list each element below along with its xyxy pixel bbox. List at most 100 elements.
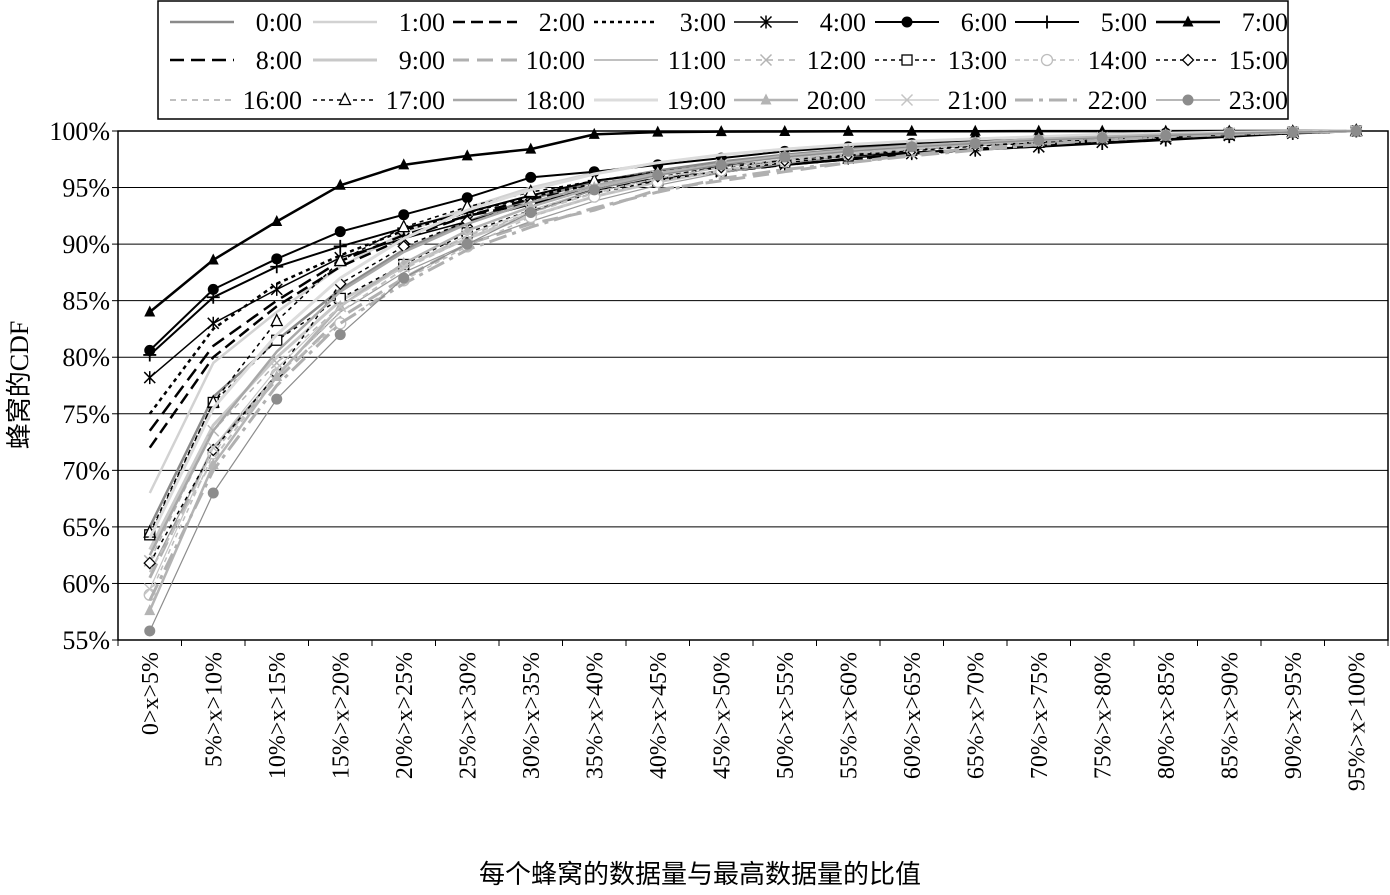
series-5-00-point xyxy=(333,239,347,253)
legend-item-11-00: 11:00 xyxy=(594,46,726,75)
series-23-00-point xyxy=(1350,125,1362,137)
y-tick-label: 100% xyxy=(49,117,110,146)
legend-item-12-00-label: 12:00 xyxy=(807,46,866,75)
legend-item-14-00-label: 14:00 xyxy=(1088,46,1147,75)
plot-area xyxy=(117,130,1389,641)
legend-item-6-00-label: 6:00 xyxy=(961,8,1007,37)
series-23-00-point xyxy=(1096,132,1108,144)
x-tick-label: 55%>x>60% xyxy=(836,652,862,779)
legend-item-6-00: 6:00 xyxy=(875,8,1007,37)
series-17-00-point xyxy=(270,313,284,327)
series-23-00-line xyxy=(149,130,1357,632)
legend-item-23-00-label: 23:00 xyxy=(1229,86,1288,115)
x-tick-label: 45%>x>50% xyxy=(709,652,735,779)
series-7-00-point xyxy=(652,125,664,137)
legend-item-23-00: 23:00 xyxy=(1156,86,1288,115)
series-10-00-line xyxy=(148,129,1357,579)
y-tick-label: 85% xyxy=(62,287,110,316)
legend-item-16-00-label: 16:00 xyxy=(243,86,302,115)
x-tick-label: 0>x>5% xyxy=(138,652,164,735)
series-23-00-point xyxy=(461,238,473,250)
legend-item-15-00: 15:00 xyxy=(1156,46,1288,75)
legend-item-17-00: 17:00 xyxy=(313,86,445,115)
legend-item-4-00: 4:00 xyxy=(734,8,866,37)
legend-item-10-00-label: 10:00 xyxy=(526,46,585,75)
series-4-00-point xyxy=(207,316,220,330)
legend-item-20-00: 20:00 xyxy=(734,86,866,115)
series-23-00-point xyxy=(271,393,283,405)
series-23-00-point xyxy=(842,145,854,157)
series-23-00-point xyxy=(1033,134,1045,146)
y-tick-label: 75% xyxy=(62,400,110,429)
legend-item-21-00-label: 21:00 xyxy=(948,86,1007,115)
legend-item-6-00-marker xyxy=(901,16,913,28)
x-tick-label: 10%>x>15% xyxy=(265,652,291,779)
series-7-00-point xyxy=(398,158,410,170)
series-19-00-line xyxy=(148,129,1357,539)
x-tick-label: 15%>x>20% xyxy=(328,652,354,779)
legend: 0:00 1:00 2:00 3:00 4:00 6:00 5:00 7:00 8:00 9:00… xyxy=(157,0,1289,120)
x-axis-label: 每个蜂窝的数据量与最高数据量的比值 xyxy=(479,860,921,889)
series-23-00-point xyxy=(588,184,600,196)
series-23-00-point xyxy=(969,137,981,149)
series-23-00-point xyxy=(1223,127,1235,139)
series-19-00 xyxy=(148,129,1357,539)
legend-item-2-00: 2:00 xyxy=(453,8,585,37)
x-tick-label: 85%>x>90% xyxy=(1217,652,1243,779)
series-23-00-point xyxy=(1160,130,1172,142)
legend-item-21-00-marker xyxy=(900,93,914,107)
legend-item-9-00: 9:00 xyxy=(313,46,445,75)
x-tick-label: 35%>x>40% xyxy=(582,652,608,779)
legend-item-10-00: 10:00 xyxy=(453,46,585,75)
legend-item-22-00-label: 22:00 xyxy=(1088,86,1147,115)
series-5-00-point xyxy=(143,348,157,362)
series-23-00-point xyxy=(1287,126,1299,138)
series-7-00-point xyxy=(271,214,283,226)
legend-item-3-00: 3:00 xyxy=(594,8,726,37)
series-21-00-point xyxy=(334,300,347,313)
series-6-00-point xyxy=(271,253,283,265)
series-lines xyxy=(143,123,1363,637)
series-6-00-point xyxy=(525,171,537,183)
legend-item-9-00-label: 9:00 xyxy=(399,46,445,75)
series-7-00-point xyxy=(525,142,537,154)
series-4-00-point xyxy=(270,282,283,296)
legend-item-8-00-label: 8:00 xyxy=(256,46,302,75)
legend-item-13-00: 13:00 xyxy=(875,46,1007,75)
x-tick-label: 70%>x>75% xyxy=(1027,652,1053,779)
legend-item-5-00-marker xyxy=(1040,15,1054,29)
legend-item-4-00-marker xyxy=(759,15,773,29)
series-22-00-line xyxy=(148,129,1357,602)
x-tick-label: 90%>x>95% xyxy=(1281,652,1307,779)
series-20-00-point xyxy=(271,369,283,381)
series-6-00-point xyxy=(334,226,346,238)
y-axis-label: 蜂窝的CDF xyxy=(5,321,34,450)
series-7-00-point xyxy=(334,178,346,190)
series-7-00-point xyxy=(969,124,981,136)
series-7-00-point xyxy=(1033,124,1045,136)
x-tick-label: 40%>x>45% xyxy=(646,652,672,779)
legend-item-20-00-marker xyxy=(760,93,772,105)
x-tick-label: 65%>x>70% xyxy=(963,652,989,779)
series-20-00-point xyxy=(144,604,156,616)
series-7-00-point xyxy=(715,125,727,137)
legend-item-8-00: 8:00 xyxy=(170,46,302,75)
legend-item-21-00: 21:00 xyxy=(875,86,1007,115)
series-23-00-point xyxy=(207,487,219,499)
series-6-00-point xyxy=(398,209,410,221)
series-7-00-point xyxy=(588,127,600,139)
series-21-00-point xyxy=(397,260,410,273)
series-23-00 xyxy=(144,125,1362,637)
series-23-00-point xyxy=(334,329,346,341)
legend-item-23-00-marker xyxy=(1182,94,1194,106)
legend-item-18-00: 18:00 xyxy=(453,86,585,115)
series-7-00-point xyxy=(144,305,156,317)
legend-item-5-00-label: 5:00 xyxy=(1101,8,1147,37)
series-6-00-point xyxy=(207,283,219,295)
y-tick-label: 80% xyxy=(62,343,110,372)
x-tick-label: 5%>x>10% xyxy=(201,652,227,767)
y-tick-label: 55% xyxy=(62,626,110,655)
series-7-00-point xyxy=(842,124,854,136)
